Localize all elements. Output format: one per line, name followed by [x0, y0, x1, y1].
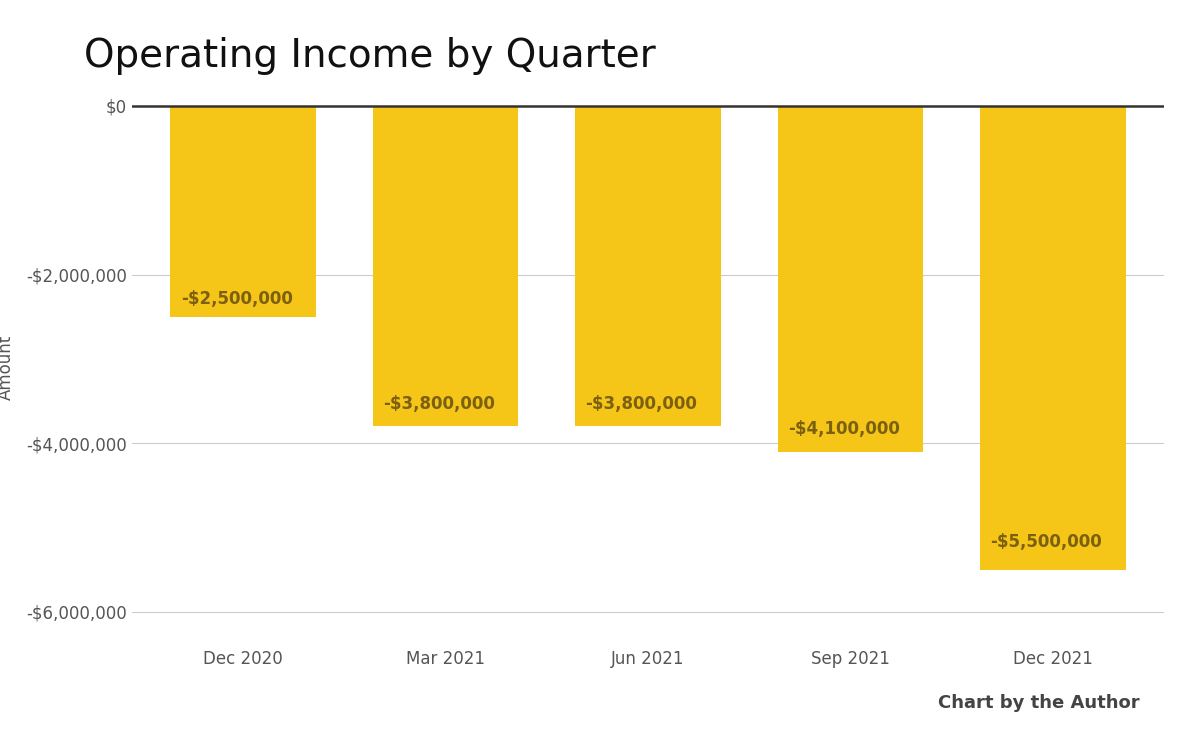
Bar: [170, 106, 316, 317]
Text: Operating Income by Quarter: Operating Income by Quarter: [84, 37, 655, 75]
Bar: [778, 106, 923, 452]
Y-axis label: Amount: Amount: [0, 335, 16, 400]
Bar: [575, 106, 721, 427]
Bar: [373, 106, 518, 427]
Text: -$2,500,000: -$2,500,000: [181, 290, 293, 308]
Text: Chart by the Author: Chart by the Author: [938, 695, 1140, 712]
Text: -$4,100,000: -$4,100,000: [787, 420, 900, 438]
Text: -$3,800,000: -$3,800,000: [383, 395, 494, 413]
Text: -$5,500,000: -$5,500,000: [990, 533, 1102, 551]
Bar: [980, 106, 1126, 570]
Text: -$3,800,000: -$3,800,000: [586, 395, 697, 413]
